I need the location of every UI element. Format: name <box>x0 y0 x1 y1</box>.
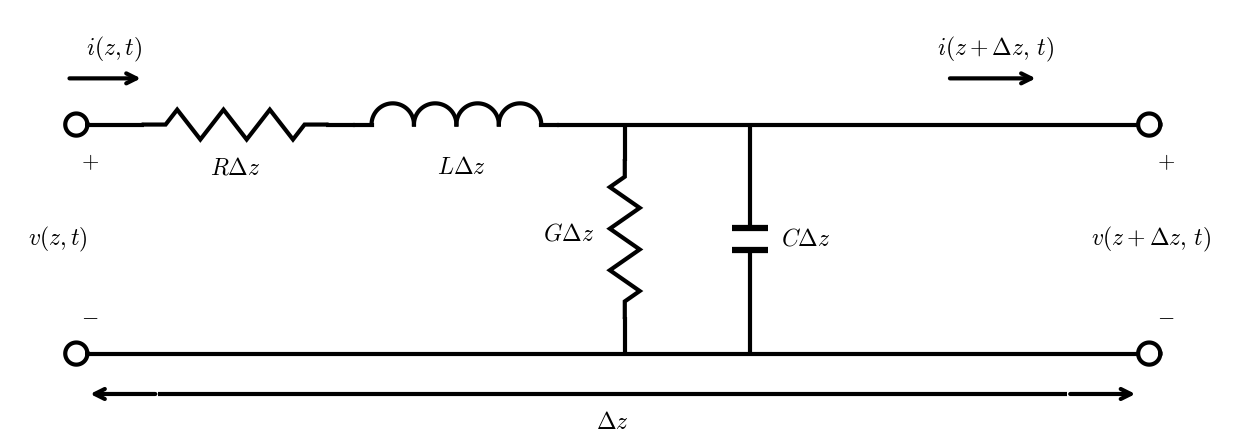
Text: $\Delta z$: $\Delta z$ <box>596 411 629 434</box>
Text: $i(z+\Delta z,\, t)$: $i(z+\Delta z,\, t)$ <box>937 35 1054 64</box>
Text: $v(z+\Delta z,\, t)$: $v(z+\Delta z,\, t)$ <box>1092 225 1212 254</box>
Text: $-$: $-$ <box>1157 304 1175 327</box>
Text: $R\Delta z$: $R\Delta z$ <box>209 156 260 179</box>
Text: $+$: $+$ <box>81 152 99 173</box>
Text: $G\Delta z$: $G\Delta z$ <box>543 223 593 246</box>
Text: $v(z, t)$: $v(z, t)$ <box>28 225 88 254</box>
Text: $i(z, t)$: $i(z, t)$ <box>85 35 142 64</box>
Text: $+$: $+$ <box>1157 152 1175 173</box>
Text: $L\Delta z$: $L\Delta z$ <box>437 156 486 179</box>
Text: $-$: $-$ <box>81 304 99 327</box>
Text: $C\Delta z$: $C\Delta z$ <box>781 228 830 251</box>
